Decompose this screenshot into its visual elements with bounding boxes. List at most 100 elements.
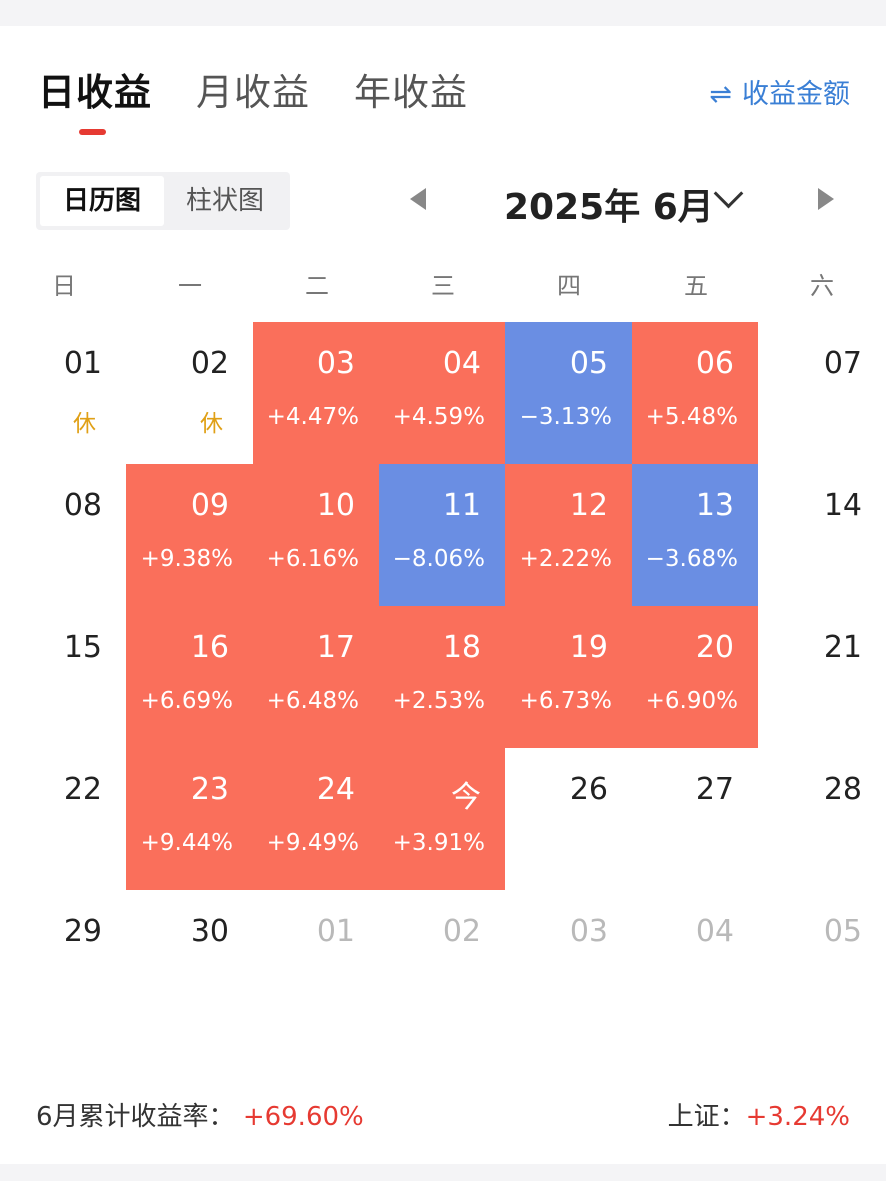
bar-chart-view-button[interactable]: 柱状图 (185, 186, 264, 216)
calendar-day-cell[interactable]: 15 (0, 606, 126, 748)
daily-return-value: +6.16% (266, 546, 359, 572)
calendar-day-cell[interactable]: 22 (0, 748, 126, 890)
day-number: 15 (63, 630, 102, 665)
tab-yearly-earnings[interactable]: 年收益 (354, 71, 468, 114)
day-number: 04 (695, 914, 734, 949)
day-number: 12 (569, 488, 608, 523)
calendar-day-cell[interactable]: 18 +2.53% (379, 606, 505, 748)
day-number: 14 (823, 488, 862, 523)
day-number: 13 (695, 488, 734, 523)
view-switch: 日历图 柱状图 (36, 172, 290, 230)
daily-return-value: +5.48% (645, 404, 738, 430)
calendar-day-cell[interactable]: 09 +9.38% (126, 464, 253, 606)
tab-monthly-earnings[interactable]: 月收益 (196, 71, 310, 114)
calendar-day-cell[interactable]: 07 (758, 322, 886, 464)
day-number: 09 (190, 488, 229, 523)
calendar-day-cell[interactable]: 01 休 (0, 322, 126, 464)
weekday-header: 日 一 二 三 四 五 六 (0, 266, 886, 302)
earnings-amount-toggle[interactable]: ⇌ 收益金额 (709, 72, 850, 111)
day-number: 08 (63, 488, 102, 523)
day-number: 23 (190, 772, 229, 807)
calendar-day-cell[interactable]: 06 +5.48% (632, 322, 758, 464)
calendar-day-cell[interactable]: 20 +6.90% (632, 606, 758, 748)
day-number: 18 (442, 630, 481, 665)
daily-return-value: +2.53% (392, 688, 485, 714)
monthly-return-value: +69.60% (242, 1102, 364, 1132)
day-number: 16 (190, 630, 229, 665)
day-number: 24 (316, 772, 355, 807)
day-number: 06 (695, 346, 734, 381)
calendar-day-cell[interactable]: 26 (505, 748, 632, 890)
calendar-day-cell[interactable]: 05 (758, 890, 886, 980)
earnings-amount-label: 收益金额 (742, 79, 850, 110)
calendar-day-cell[interactable]: 02 (379, 890, 505, 980)
month-title[interactable]: 2025年 6月 (504, 187, 714, 228)
calendar-day-cell[interactable]: 27 (632, 748, 758, 890)
calendar-day-cell[interactable]: 11 −8.06% (379, 464, 505, 606)
daily-return-value: −3.68% (645, 546, 738, 572)
calendar-day-cell[interactable]: 05 −3.13% (505, 322, 632, 464)
weekday-label: 六 (810, 272, 834, 300)
calendar-day-cell[interactable]: 今 +3.91% (379, 748, 505, 890)
calendar-day-cell[interactable]: 14 (758, 464, 886, 606)
daily-return-value: +2.22% (519, 546, 612, 572)
daily-return-value: +6.48% (266, 688, 359, 714)
calendar-view-button[interactable]: 日历图 (40, 176, 164, 226)
day-number: 30 (190, 914, 229, 949)
holiday-badge: 休 (73, 411, 96, 437)
day-number: 今 (451, 780, 481, 815)
tab-daily-earnings[interactable]: 日收益 (38, 71, 152, 114)
calendar-day-cell[interactable]: 04 +4.59% (379, 322, 505, 464)
calendar-day-cell[interactable]: 19 +6.73% (505, 606, 632, 748)
calendar-day-cell[interactable]: 16 +6.69% (126, 606, 253, 748)
day-number: 03 (316, 346, 355, 381)
calendar-day-cell[interactable]: 24 +9.49% (253, 748, 379, 890)
calendar-day-cell[interactable]: 03 +4.47% (253, 322, 379, 464)
weekday-label: 三 (431, 272, 455, 300)
day-number: 05 (823, 914, 862, 949)
daily-return-value: −3.13% (519, 404, 612, 430)
swap-icon: ⇌ (709, 79, 732, 110)
weekday-label: 二 (305, 272, 329, 300)
calendar-day-cell[interactable]: 29 (0, 890, 126, 980)
day-number: 27 (695, 772, 734, 807)
active-tab-indicator (79, 129, 106, 135)
calendar-day-cell[interactable]: 21 (758, 606, 886, 748)
calendar-day-cell[interactable]: 13 −3.68% (632, 464, 758, 606)
index-return: 上证：+3.24% (668, 1096, 850, 1133)
day-number: 28 (823, 772, 862, 807)
calendar-day-cell[interactable]: 03 (505, 890, 632, 980)
calendar-day-cell[interactable]: 17 +6.48% (253, 606, 379, 748)
daily-return-value: +4.47% (266, 404, 359, 430)
weekday-label: 日 (52, 272, 76, 300)
day-number: 17 (316, 630, 355, 665)
daily-return-value: +4.59% (392, 404, 485, 430)
index-return-label: 上证： (667, 1102, 746, 1132)
day-number: 02 (190, 346, 229, 381)
calendar-day-cell[interactable]: 04 (632, 890, 758, 980)
top-divider (0, 0, 886, 26)
calendar-day-cell[interactable]: 28 (758, 748, 886, 890)
next-month-icon[interactable] (818, 188, 834, 210)
day-number: 04 (442, 346, 481, 381)
calendar-day-cell[interactable]: 12 +2.22% (505, 464, 632, 606)
daily-return-value: +6.73% (519, 688, 612, 714)
calendar-day-cell[interactable]: 02 休 (126, 322, 253, 464)
monthly-cumulative-return: 6月累计收益率： +69.60% (36, 1096, 364, 1133)
day-number: 29 (63, 914, 102, 949)
calendar-grid: 01 休 02 休 03 +4.47% 04 +4.59% 05 −3.13% 06 +5.48% 07… (0, 322, 886, 980)
daily-return-value: −8.06% (392, 546, 485, 572)
day-number: 05 (569, 346, 608, 381)
calendar-day-cell[interactable]: 01 (253, 890, 379, 980)
calendar-day-cell[interactable]: 08 (0, 464, 126, 606)
daily-return-value: +9.44% (140, 830, 233, 856)
calendar-day-cell[interactable]: 30 (126, 890, 253, 980)
calendar-day-cell[interactable]: 23 +9.44% (126, 748, 253, 890)
day-number: 01 (63, 346, 102, 381)
day-number: 02 (442, 914, 481, 949)
daily-return-value: +9.38% (140, 546, 233, 572)
daily-return-value: +6.69% (140, 688, 233, 714)
calendar-day-cell[interactable]: 10 +6.16% (253, 464, 379, 606)
previous-month-icon[interactable] (410, 188, 426, 210)
bottom-divider (0, 1164, 886, 1181)
